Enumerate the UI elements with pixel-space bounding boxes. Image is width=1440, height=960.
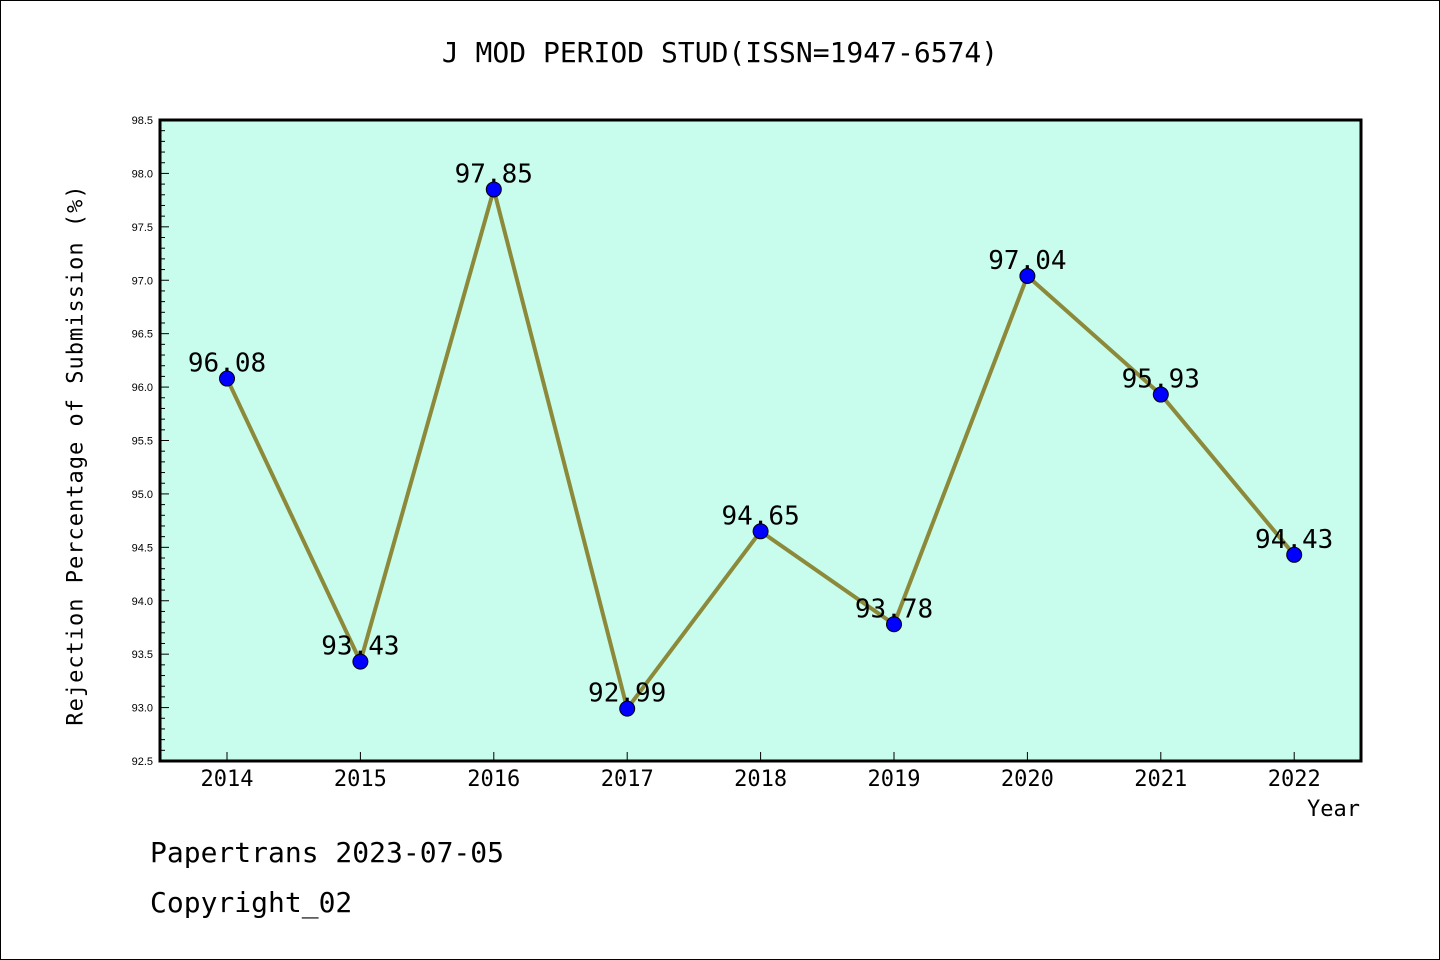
plot-border: [158, 118, 1363, 763]
y-tick-label: 97.0: [132, 275, 153, 287]
y-tick-label: 96.0: [132, 382, 153, 394]
chart-title: J MOD PERIOD STUD(ISSN=1947-6574): [441, 36, 999, 69]
data-point: [752, 523, 769, 540]
x-tick-label: 2015: [334, 767, 387, 792]
data-label: 93.78: [855, 594, 933, 624]
data-label: 97.04: [988, 246, 1066, 276]
data-point: [1286, 546, 1303, 563]
x-tick-label: 2017: [601, 767, 654, 792]
y-tick-label: 94.0: [132, 596, 153, 608]
y-tick-label: 93.0: [132, 703, 153, 715]
data-point: [352, 653, 369, 670]
y-tick-label: 93.5: [132, 649, 153, 661]
plot-area: [160, 120, 1361, 761]
x-axis-label: Year: [1307, 797, 1360, 822]
y-tick-label: 95.5: [132, 436, 153, 448]
data-point: [485, 181, 502, 198]
x-tick-label: 2020: [1001, 767, 1054, 792]
data-point: [219, 370, 235, 387]
x-tick-label: 2014: [201, 767, 254, 792]
x-tick-label: 2019: [868, 767, 921, 792]
data-label: 92.99: [588, 679, 666, 709]
data-label: 97.85: [455, 159, 533, 189]
data-label: 94.43: [1255, 525, 1333, 555]
x-tick-label: 2016: [467, 767, 520, 792]
data-label: 96.08: [188, 349, 266, 379]
data-label: 93.43: [321, 632, 399, 662]
x-tick-label: 2022: [1268, 767, 1321, 792]
x-tick-label: 2018: [734, 767, 787, 792]
y-tick-label: 97.5: [132, 222, 153, 234]
data-point: [1152, 386, 1169, 403]
footer-copyright: Copyright_02: [150, 886, 353, 919]
y-tick-label: 92.5: [132, 756, 153, 768]
data-point: [1019, 267, 1036, 284]
y-tick-label: 96.5: [132, 329, 153, 341]
x-tick-label: 2021: [1134, 767, 1187, 792]
y-tick-label: 98.5: [132, 115, 153, 127]
y-tick-label: 98.0: [132, 168, 153, 180]
data-label: 95.93: [1122, 365, 1200, 395]
data-point: [619, 700, 636, 717]
y-tick-label: 95.0: [132, 489, 153, 501]
footer-date: Papertrans 2023-07-05: [150, 836, 505, 869]
data-label: 94.65: [721, 501, 799, 531]
y-tick-label: 94.5: [132, 542, 153, 554]
data-point: [886, 616, 902, 633]
